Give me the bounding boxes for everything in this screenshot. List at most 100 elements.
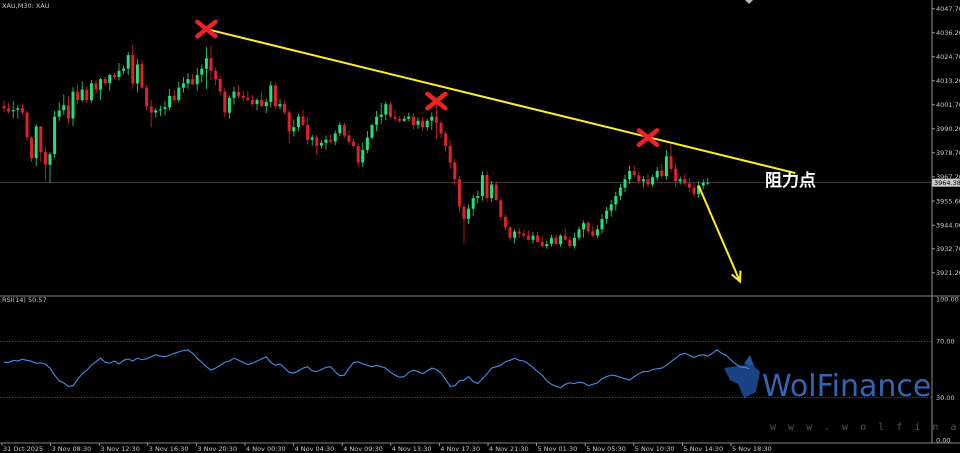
candle [158, 105, 162, 117]
time-tick-label: 3 Nov 12:30 [100, 445, 140, 453]
candle-body [7, 108, 11, 112]
candle-body [526, 235, 530, 240]
candle-body [628, 170, 632, 180]
candle [660, 164, 664, 179]
candle-body [352, 141, 356, 146]
candle [434, 101, 438, 139]
candle [678, 176, 682, 185]
watermark: WolFinance w w w . w o l f i n a n c e .… [724, 355, 960, 433]
candle-body [356, 146, 360, 163]
candle-body [292, 127, 296, 132]
candle [706, 178, 710, 185]
candle-body [232, 91, 236, 98]
candle [692, 182, 696, 198]
rsi-tick-label: 100.00 [936, 295, 959, 303]
candle-body [227, 97, 231, 113]
candle [145, 84, 149, 110]
resistance-markers [195, 19, 660, 148]
candle-body [172, 95, 176, 100]
candle [421, 117, 425, 131]
candle [103, 76, 107, 86]
candle [540, 235, 544, 248]
candle [241, 91, 245, 102]
candle [85, 86, 89, 104]
candle [365, 131, 369, 154]
candle [149, 100, 153, 128]
watermark-brand: WolFinance [762, 369, 931, 404]
arrow-head-icon [731, 270, 742, 284]
candle-body [536, 235, 540, 242]
candle-body [398, 118, 402, 121]
candle [393, 109, 397, 122]
candle-body [48, 154, 52, 165]
watermark-url: w w w . w o l f i n a n c e . c o m [770, 422, 960, 433]
candle-body [572, 237, 576, 247]
rsi-tick-label: 30.00 [936, 394, 955, 402]
rsi-tick-label: 70.00 [936, 338, 955, 346]
time-tick-label: 4 Nov 04:30 [295, 445, 335, 453]
candle [388, 101, 392, 118]
candle-body [517, 231, 521, 234]
candle [462, 203, 466, 244]
candle-body [255, 100, 259, 104]
time-tick-label: 5 Nov 10:30 [635, 445, 675, 453]
candle [76, 83, 80, 104]
time-tick-label: 4 Nov 13:30 [392, 445, 432, 453]
candle [618, 184, 622, 201]
candle [467, 204, 471, 224]
candle-body [145, 87, 149, 107]
candle [494, 181, 498, 201]
candle-body [651, 177, 655, 185]
candle [425, 118, 429, 131]
candle-body [80, 89, 84, 100]
candle [80, 81, 84, 102]
candle [227, 95, 231, 119]
candle [591, 225, 595, 238]
candle [554, 234, 558, 246]
price-tick-label: 3955.60 [936, 197, 960, 205]
candle-body [393, 116, 397, 119]
price-tick-label: 4024.70 [936, 53, 960, 61]
candle [586, 221, 590, 234]
candle [71, 87, 75, 126]
candle-body [618, 187, 622, 196]
time-tick-label: 5 Nov 05:30 [586, 445, 626, 453]
time-tick-label: 4 Nov 00:30 [246, 445, 286, 453]
price-tick-label: 4013.20 [936, 77, 960, 85]
candle [319, 140, 323, 149]
price-tick-label: 3932.70 [936, 245, 960, 253]
candle-body [508, 227, 512, 238]
candle [246, 91, 250, 102]
candle [292, 119, 296, 137]
candle [572, 232, 576, 249]
candle [549, 235, 553, 247]
candle [508, 226, 512, 241]
price-tick-label: 3967.20 [936, 173, 960, 181]
candle-body [186, 79, 190, 84]
candle [683, 173, 687, 186]
candle-body [62, 105, 66, 111]
price-tick-label: 3978.70 [936, 149, 960, 157]
candle [20, 103, 24, 115]
time-tick-label: 5 Nov 01:30 [538, 445, 578, 453]
scroll-position-icon[interactable] [745, 0, 753, 4]
candle-body [485, 174, 489, 199]
candle-body [490, 184, 494, 199]
rsi-label: RSI(14) 50.57 [2, 296, 47, 304]
current-price-marker: 3964.38 [0, 178, 960, 187]
candle [623, 174, 627, 193]
candle-body [76, 91, 80, 100]
symbol-label: XAU,M30: XAU [2, 2, 50, 10]
candle [526, 230, 530, 241]
candle-body [430, 116, 434, 121]
candle-body [476, 196, 480, 198]
candle [531, 231, 535, 244]
candle-body [384, 104, 388, 115]
candle-body [678, 179, 682, 182]
candle [99, 78, 103, 100]
candle-body [448, 145, 452, 163]
candle-body [605, 210, 609, 219]
candle [223, 88, 227, 117]
